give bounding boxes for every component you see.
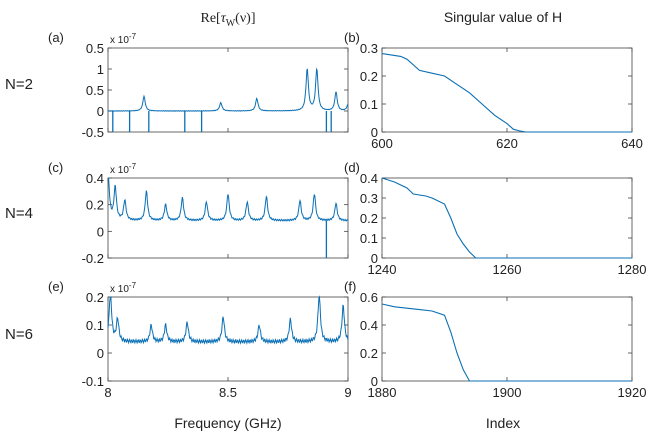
y-tick-label: 0.3 [360,191,378,206]
x-tick-label: 620 [496,136,518,151]
axes-frame [381,177,633,259]
y-tick-label: 0 [97,104,104,119]
y-tick-label: 0.3 [360,41,378,56]
row-label-n2: N=2 [5,76,33,93]
x-tick-label: 1280 [618,262,647,277]
y-tick-label: 0.5 [86,41,104,56]
left-xlabel: Frequency (GHz) [174,415,281,431]
y-tick-label: 0.5 [86,83,104,98]
y-tick-label: 0.2 [86,290,104,305]
multiplier-label: x 10-7 [110,281,137,295]
y-tick-label: 0.4 [360,318,378,333]
y-tick-label: 0 [371,125,378,140]
panel-label-d: (d) [344,160,360,175]
row-label-n6: N=6 [5,326,33,343]
axes-frame [381,47,633,133]
panel-label-f: (f) [344,279,356,294]
y-tick-label: 0.2 [86,198,104,213]
x-tick-label: 8.5 [219,385,237,400]
multiplier-label: x 10-7 [110,162,137,176]
axes-frame [107,177,349,259]
x-tick-label: 1880 [368,385,397,400]
y-tick-label: 0 [371,374,378,389]
singular-value-series [381,177,632,259]
y-tick-label: 0 [97,224,104,239]
x-tick-label: 600 [371,136,393,151]
singular-value-series [381,53,632,133]
multiplier-label: x 10-7 [110,32,137,46]
tau-series [108,177,349,222]
right-xlabel: Index [486,415,520,431]
y-tick-label: 0.4 [86,171,104,186]
y-tick-label: 0 [97,346,104,361]
axes-frame [107,47,349,133]
row-label-n4: N=4 [5,205,33,222]
panel-label-c: (c) [48,160,63,175]
y-tick-label: 0 [371,251,378,266]
y-tick-label: 0.2 [360,346,378,361]
x-tick-label: 640 [621,136,643,151]
right-column-title: Singular value of H [444,9,562,25]
panel-label-b: (b) [344,30,360,45]
y-tick-label: -0.2 [82,251,104,266]
singular-value-series [381,303,632,382]
x-tick-label: 1920 [618,385,647,400]
tau-series [107,295,349,345]
y-tick-label: 1 [97,62,104,77]
y-tick-label: 0.1 [86,318,104,333]
y-tick-label: -0.5 [82,125,104,140]
panel-label-a: (a) [48,30,64,45]
x-tick-label: 1240 [368,262,397,277]
left-column-title: Re[τW(ν)] [200,11,255,29]
y-tick-label: 0.6 [360,290,378,305]
x-tick-label: 1260 [493,262,522,277]
tau-series [107,67,349,112]
y-tick-label: 0.1 [360,97,378,112]
y-tick-label: -0.1 [82,374,104,389]
x-tick-label: 8 [104,385,111,400]
y-tick-label: 0.1 [360,231,378,246]
x-tick-label: 9 [344,385,351,400]
x-tick-label: 1900 [493,385,522,400]
y-tick-label: 0.2 [360,69,378,84]
panel-label-e: (e) [48,279,64,294]
y-tick-label: 0.2 [360,211,378,226]
y-tick-label: 0.4 [360,171,378,186]
